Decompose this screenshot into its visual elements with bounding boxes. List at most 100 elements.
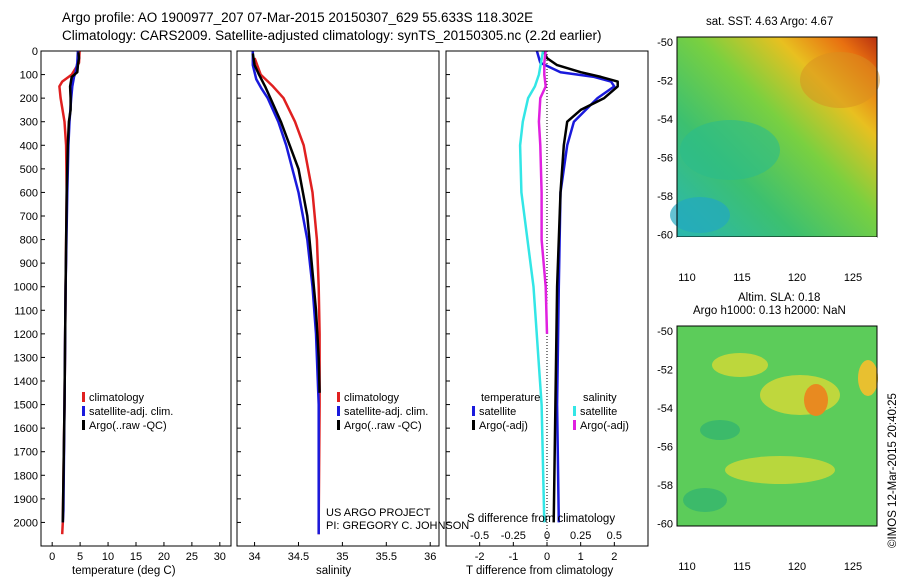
- legend-swatch: [472, 420, 475, 430]
- y-tick-label: 200: [20, 93, 38, 105]
- series-line-salinity-satellite: [518, 51, 546, 523]
- map-x-tick-label: 115: [733, 272, 751, 284]
- y-tick-label: 1100: [14, 305, 38, 317]
- sla-map-patch-3: [725, 456, 835, 484]
- x2-tick-label: -0.5: [470, 530, 489, 542]
- y-tick-label: 300: [20, 117, 38, 129]
- map-x-tick-label: 125: [844, 272, 862, 284]
- legend-swatch: [82, 420, 85, 430]
- map-x-tick-label: 115: [733, 561, 751, 573]
- map-x-tick-label: 120: [788, 561, 806, 573]
- sst-map-cold-patch: [670, 197, 730, 233]
- map-x-tick-label: 120: [788, 272, 806, 284]
- legend-swatch: [82, 392, 85, 402]
- legend-swatch: [337, 392, 340, 402]
- sst-map-title: sat. SST: 4.63 Argo: 4.67: [706, 16, 834, 28]
- x-tick-label: 34: [248, 551, 260, 563]
- y-tick-label: 1700: [14, 447, 38, 459]
- y-tick-label: 900: [20, 258, 38, 270]
- x-tick-label: 30: [214, 551, 226, 563]
- diff-legend-s-argo: Argo(-adj): [573, 420, 629, 432]
- temp-legend-climatology: climatology: [82, 392, 144, 404]
- map-y-tick-label: -58: [657, 191, 673, 203]
- credit-project: US ARGO PROJECT: [326, 507, 431, 519]
- temp-legend-argo: Argo(..raw -QC): [82, 420, 167, 432]
- map-x-tick-label: 110: [678, 561, 696, 573]
- legend-swatch: [337, 420, 340, 430]
- x-tick-label: 25: [186, 551, 198, 563]
- y-tick-label: 1900: [14, 494, 38, 506]
- legend-swatch: [573, 420, 576, 430]
- x2-tick-label: 0.25: [570, 530, 591, 542]
- figure-title-line-1: Argo profile: AO 1900977_207 07-Mar-2015…: [62, 10, 534, 25]
- y-tick-label: 2000: [14, 517, 38, 529]
- imos-timestamp: ©IMOS 12-Mar-2015 20:40:25: [887, 393, 899, 548]
- series-line-argo-raw-qc-: [61, 52, 81, 523]
- s-difference-axis-label: S difference from climatology: [467, 513, 616, 525]
- y-tick-label: 1000: [14, 282, 38, 294]
- temperature-axis-label: temperature (deg C): [72, 565, 176, 577]
- y-tick-label: 700: [20, 211, 38, 223]
- map-y-tick-label: -60: [657, 519, 673, 531]
- sla-map-high-spot: [804, 384, 828, 416]
- map-y-tick-label: -56: [657, 442, 673, 454]
- x-tick-label: -1: [508, 551, 518, 563]
- diff-legend-t-argo: Argo(-adj): [472, 420, 528, 432]
- map-y-tick-label: -56: [657, 153, 673, 165]
- series-line-satellite-adj-clim-: [251, 51, 320, 535]
- x2-tick-label: 0: [544, 530, 550, 542]
- sal-legend-satellite: satellite-adj. clim.: [337, 406, 428, 418]
- t-difference-axis-label: T difference from climatology: [466, 565, 614, 577]
- sla-map-patch-2: [760, 375, 840, 415]
- x-tick-label: 0: [544, 551, 550, 563]
- series-line-climatology: [253, 57, 321, 535]
- map-x-tick-label: 125: [844, 561, 862, 573]
- sla-map-title-1: Altim. SLA: 0.18: [738, 292, 821, 304]
- map-y-tick-label: -60: [657, 230, 673, 242]
- sla-map: [676, 325, 878, 527]
- y-tick-label: 600: [20, 187, 38, 199]
- y-tick-label: 800: [20, 235, 38, 247]
- sla-map-patch-6: [700, 420, 740, 440]
- sst-map-cool-patch: [680, 120, 780, 180]
- sst-map-warm-patch: [800, 52, 880, 108]
- map-y-tick-label: -54: [657, 403, 673, 415]
- sst-map-nodata: [677, 237, 877, 264]
- x-tick-label: 2: [611, 551, 617, 563]
- panel-frame: [236, 50, 440, 547]
- x-tick-label: 20: [158, 551, 170, 563]
- map-x-tick-label: 110: [678, 272, 696, 284]
- salinity-axis-label: salinity: [316, 565, 352, 577]
- credit-pi: PI: GREGORY C. JOHNSON: [326, 520, 470, 532]
- y-tick-label: 400: [20, 140, 38, 152]
- x-tick-label: -2: [475, 551, 485, 563]
- figure-title-line-2: Climatology: CARS2009. Satellite-adjuste…: [62, 28, 602, 43]
- legend-swatch: [573, 406, 576, 416]
- map-y-tick-label: -52: [657, 76, 673, 88]
- map-y-tick-label: -50: [657, 326, 673, 338]
- y-tick-label: 0: [32, 46, 38, 58]
- sal-legend-argo: Argo(..raw -QC): [337, 420, 422, 432]
- x-tick-label: 35.5: [376, 551, 397, 563]
- y-tick-label: 100: [20, 70, 38, 82]
- sla-map-patch-4: [858, 360, 878, 396]
- series-line-temperature-argo-adj-: [542, 51, 619, 523]
- salinity-panel-lines: [251, 51, 321, 535]
- legend-swatch: [82, 406, 85, 416]
- y-tick-label: 1800: [14, 470, 38, 482]
- x-tick-label: 36: [424, 551, 436, 563]
- diff-legend-temperature-title: temperature: [481, 392, 541, 404]
- x-tick-label: 10: [102, 551, 114, 563]
- axes-and-ticks: 0 5 10 15 20 25 300100200300400500600700800900…: [14, 37, 863, 573]
- x-tick-label: 5: [77, 551, 83, 563]
- series-line-salinity-argo-adj-: [537, 51, 549, 334]
- map-y-tick-label: -54: [657, 114, 673, 126]
- x2-tick-label: -0.25: [501, 530, 526, 542]
- x-tick-label: 0: [49, 551, 55, 563]
- sla-map-patch-5: [683, 488, 727, 512]
- temperature-panel-lines: [58, 51, 81, 535]
- sla-map-patch-1: [712, 353, 768, 377]
- y-tick-label: 1200: [14, 329, 38, 341]
- legend-swatch: [472, 406, 475, 416]
- legend-swatch: [337, 406, 340, 416]
